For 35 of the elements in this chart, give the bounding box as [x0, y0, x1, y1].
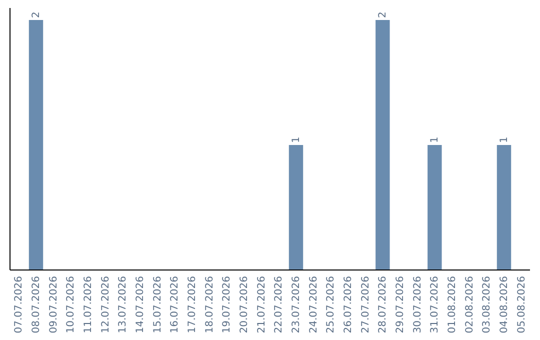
- data-label: 1: [499, 136, 510, 143]
- x-tick-label: 22.07.2026: [274, 276, 285, 334]
- x-tick-label: 26.07.2026: [343, 276, 354, 334]
- x-tick-label: 17.07.2026: [187, 276, 198, 334]
- x-tick-label: 28.07.2026: [378, 276, 389, 334]
- x-tick-label: 09.07.2026: [48, 276, 60, 334]
- x-tick-label: 29.07.2026: [395, 276, 406, 334]
- x-tick-label: 01.08.2026: [447, 276, 458, 334]
- data-label: 1: [291, 136, 302, 143]
- x-tick-label: 21.07.2026: [256, 276, 268, 334]
- x-tick-label: 02.08.2026: [464, 276, 476, 334]
- x-tick-label: 25.07.2026: [326, 276, 337, 334]
- x-tick-label: 15.07.2026: [152, 276, 164, 334]
- data-label: 2: [378, 12, 389, 18]
- x-tick-label: 24.07.2026: [308, 276, 320, 334]
- x-tick-label: 12.07.2026: [100, 276, 112, 334]
- x-tick-label: 07.07.2026: [14, 276, 25, 334]
- x-tick-label: 04.08.2026: [499, 276, 510, 334]
- x-tick-label: 14.07.2026: [135, 276, 146, 334]
- x-tick-label: 19.07.2026: [222, 276, 233, 334]
- x-tick-label: 20.07.2026: [239, 276, 250, 334]
- x-tick-label: 11.07.2026: [83, 276, 94, 334]
- x-tick-label: 30.07.2026: [412, 276, 424, 334]
- x-tick-label: 16.07.2026: [170, 276, 181, 334]
- data-label: 1: [430, 136, 441, 143]
- x-tick-label: 03.08.2026: [482, 276, 493, 334]
- data-label: 2: [31, 12, 42, 18]
- x-tick-label: 23.07.2026: [291, 276, 302, 334]
- x-tick-label: 10.07.2026: [66, 276, 77, 334]
- x-tick-label: 18.07.2026: [204, 276, 216, 334]
- x-tick-label: 31.07.2026: [430, 276, 441, 334]
- x-tick-label: 05.08.2026: [516, 276, 528, 334]
- x-tick-label: 08.07.2026: [31, 276, 42, 334]
- x-tick-label: 27.07.2026: [360, 276, 372, 334]
- x-tick-label: 13.07.2026: [118, 276, 129, 334]
